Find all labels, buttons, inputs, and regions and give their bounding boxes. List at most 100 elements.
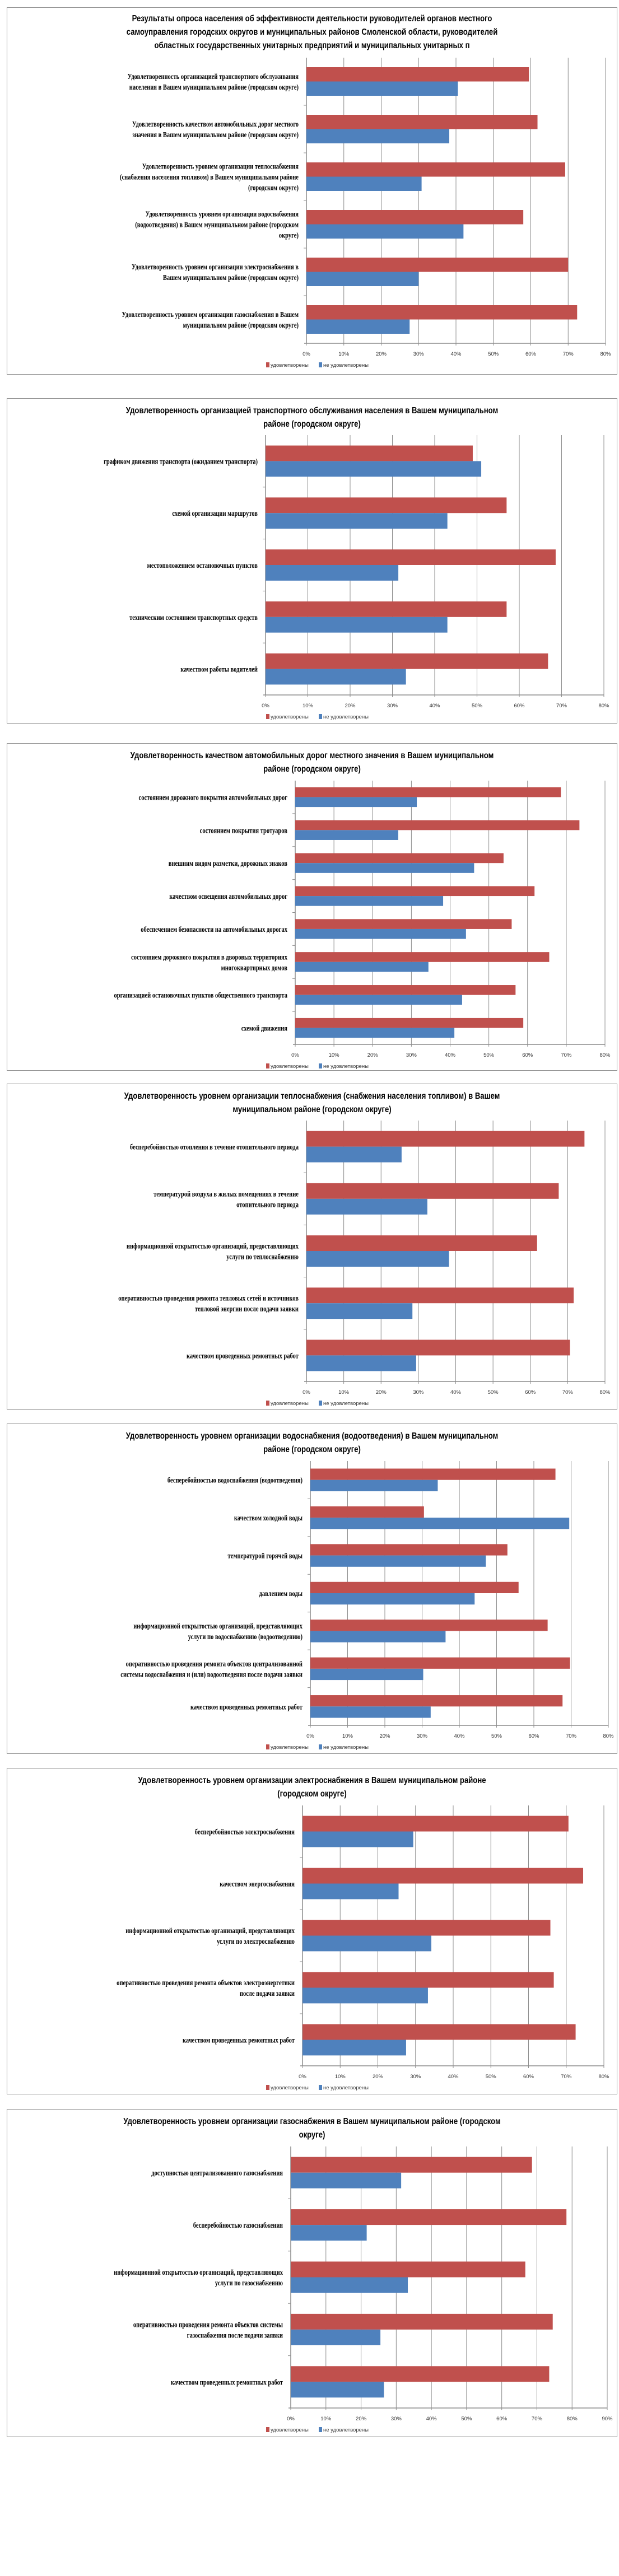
category-label: обеспечением безопасности на автомобильн… — [141, 925, 287, 934]
bar-unsatisfied — [306, 272, 419, 286]
bar-unsatisfied — [310, 1706, 431, 1718]
legend-swatch-unsatisfied — [319, 1744, 322, 1749]
category-label: графиком движения транспорта (ожиданием … — [104, 457, 258, 465]
legend-label-unsatisfied: не удовлетворены — [323, 1063, 369, 1070]
chart-title-line: (городском округе) — [277, 1789, 347, 1799]
category-label: округе) — [279, 231, 299, 240]
bar-satisfied — [306, 1287, 574, 1304]
bar-satisfied — [306, 162, 565, 177]
bar-satisfied — [306, 1235, 537, 1251]
bar-satisfied — [302, 2024, 576, 2040]
x-tick-label: 40% — [448, 2074, 459, 2080]
bar-unsatisfied — [295, 863, 474, 873]
category-label: качеством работы водителей — [180, 665, 258, 674]
x-tick-label: 20% — [373, 2074, 384, 2080]
bar-satisfied — [295, 1018, 524, 1028]
category-label: (городском округе) — [248, 184, 299, 192]
bar-satisfied — [291, 2366, 550, 2382]
bar-unsatisfied — [306, 319, 410, 334]
category-label: качеством энергоснабжения — [220, 1880, 295, 1888]
x-tick-label: 40% — [445, 1052, 456, 1058]
x-tick-label: 30% — [413, 351, 425, 357]
x-tick-label: 20% — [345, 703, 356, 709]
x-tick-label: 40% — [429, 703, 440, 709]
category-label: информационной открытостью организаций, … — [127, 1242, 299, 1250]
bar-unsatisfied — [302, 1987, 428, 2004]
x-tick-label: 0% — [306, 1733, 314, 1739]
legend-swatch-satisfied — [266, 714, 269, 719]
category-label: давлением воды — [259, 1589, 303, 1598]
x-tick-label: 40% — [450, 351, 462, 357]
x-tick-label: 50% — [483, 1052, 495, 1058]
legend-swatch-satisfied — [266, 362, 269, 367]
x-tick-label: 0% — [302, 1389, 310, 1396]
category-label: доступностью централизованного газоснабж… — [151, 2169, 283, 2177]
x-tick-label: 40% — [454, 1733, 465, 1739]
chart-title: Результаты опроса населения об эффективн… — [62, 12, 562, 53]
chart-title-line: Удовлетворенность уровнем организации во… — [125, 1431, 499, 1441]
bar-unsatisfied — [306, 1303, 413, 1319]
bar-unsatisfied — [306, 129, 449, 143]
bar-satisfied — [310, 1581, 519, 1593]
x-tick-label: 10% — [338, 351, 350, 357]
bar-satisfied — [310, 1695, 563, 1707]
x-tick-label: 10% — [335, 2074, 346, 2080]
legend-label-satisfied: удовлетворены — [271, 2085, 309, 2091]
bar-chart: 0% 10% 20% 30% 40% 50% 60% 70% 80% бесперебойност… — [117, 1805, 609, 2091]
category-label: техническим состоянием транспортных сред… — [129, 613, 258, 622]
x-tick-label: 30% — [406, 1052, 417, 1058]
category-label: услуги по водоснабжению (водоотведению) — [188, 1632, 302, 1641]
bar-unsatisfied — [266, 669, 406, 685]
x-tick-label: 0% — [287, 2416, 295, 2422]
bar-satisfied — [302, 1972, 554, 1988]
bar-unsatisfied — [310, 1518, 570, 1529]
bar-unsatisfied — [291, 2329, 381, 2345]
bar-satisfied — [266, 497, 507, 514]
category-label: услуги по теплоснабжению — [226, 1253, 299, 1261]
bar-unsatisfied — [295, 962, 429, 972]
bar-satisfied — [306, 115, 538, 129]
category-label: температурой горячей воды — [227, 1552, 302, 1560]
x-tick-label: 0% — [299, 2074, 306, 2080]
chart-title: Удовлетворенность уровнем организации те… — [62, 1090, 562, 1117]
bar-unsatisfied — [295, 797, 417, 808]
category-label: Удовлетворенность уровнем организации те… — [142, 162, 299, 171]
bar-unsatisfied — [306, 1251, 449, 1267]
x-tick-label: 70% — [562, 1389, 574, 1396]
legend-swatch-satisfied — [266, 1401, 269, 1406]
bar-unsatisfied — [310, 1593, 475, 1605]
bar-unsatisfied — [306, 176, 422, 191]
chart-frame: Результаты опроса населения об эффективн… — [7, 7, 617, 375]
category-label: качеством проведенных ремонтных работ — [187, 1351, 299, 1360]
bar-unsatisfied — [302, 2040, 406, 2056]
bar-satisfied — [295, 886, 535, 897]
chart-frame: Удовлетворенность уровнем организации га… — [7, 2109, 617, 2437]
bar-satisfied — [291, 2313, 553, 2330]
x-tick-label: 30% — [417, 1733, 428, 1739]
legend-label-unsatisfied: не удовлетворены — [323, 714, 369, 720]
bar-satisfied — [306, 1183, 559, 1199]
bar-unsatisfied — [306, 224, 464, 239]
x-tick-label: 20% — [376, 351, 387, 357]
x-tick-label: 10% — [329, 1052, 340, 1058]
bar-satisfied — [302, 1868, 584, 1884]
chart-title-line: Удовлетворенность качеством автомобильны… — [130, 751, 494, 760]
legend-label-satisfied: удовлетворены — [271, 1744, 309, 1751]
category-label: Удовлетворенность уровнем организации га… — [122, 310, 299, 319]
chart-frame: Удовлетворенность уровнем организации эл… — [7, 1768, 617, 2094]
x-tick-label: 20% — [376, 1389, 387, 1396]
category-label: схемой движения — [241, 1024, 287, 1033]
bar-unsatisfied — [306, 1146, 402, 1163]
category-label: качеством освещения автомобильных дорог — [169, 892, 287, 900]
bar-satisfied — [310, 1620, 548, 1631]
x-tick-label: 60% — [522, 1052, 533, 1058]
bar-satisfied — [310, 1506, 424, 1518]
bar-satisfied — [291, 2261, 525, 2278]
bar-chart: 0% 10% 20% 30% 40% 50% 60% 70% 80% бесперебойност… — [118, 1121, 611, 1407]
legend-label-unsatisfied: не удовлетворены — [323, 1744, 369, 1751]
bar-satisfied — [291, 2157, 532, 2173]
category-label: газоснабжения после подачи заявки — [187, 2331, 283, 2339]
bar-satisfied — [306, 305, 578, 320]
bar-chart: 0% 10% 20% 30% 40% 50% 60% 70% 80% Удовлетворенно… — [120, 58, 611, 368]
bar-unsatisfied — [302, 1831, 413, 1847]
